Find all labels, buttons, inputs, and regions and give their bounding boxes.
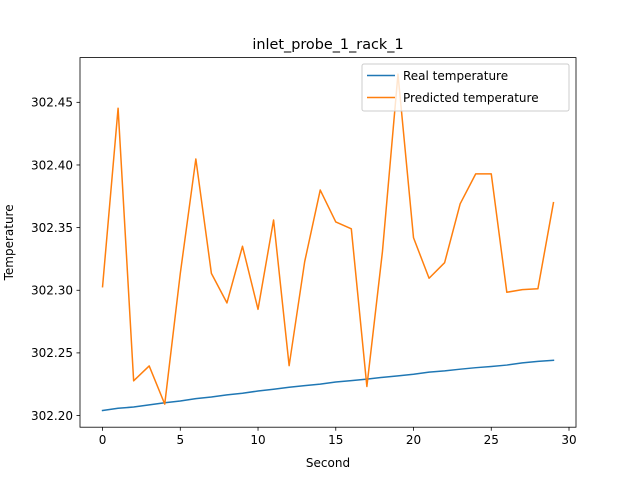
- plot-frame: [80, 57, 576, 428]
- legend-box: [361, 63, 570, 112]
- x-axis-ticks: 0 5 10 15 20 25 30: [99, 427, 577, 447]
- x-axis-label: Second: [306, 456, 350, 470]
- legend: Real temperature Predicted temperature: [361, 63, 570, 112]
- x-tick-label: 30: [561, 433, 576, 447]
- chart-title: inlet_probe_1_rack_1: [252, 37, 403, 53]
- y-tick-label: 302.25: [31, 346, 73, 360]
- x-tick-label: 10: [250, 433, 265, 447]
- x-tick-label: 20: [406, 433, 421, 447]
- x-tick-label: 5: [176, 433, 184, 447]
- y-axis-ticks: 302.20 302.25 302.30 302.35 302.40 302.45: [31, 96, 80, 423]
- y-tick-label: 302.20: [31, 409, 73, 423]
- x-tick-label: 25: [484, 433, 499, 447]
- y-tick-label: 302.45: [31, 96, 73, 110]
- series-layer: [101, 73, 555, 412]
- x-tick-label: 0: [99, 433, 107, 447]
- y-axis-label: Temperature: [2, 204, 16, 281]
- series-line-predicted: [101, 73, 555, 405]
- series-line-real: [101, 359, 555, 412]
- y-tick-label: 302.40: [31, 158, 73, 172]
- y-tick-label: 302.30: [31, 284, 73, 298]
- y-tick-label: 302.35: [31, 221, 73, 235]
- legend-label-predicted: Predicted temperature: [403, 91, 539, 105]
- plot-border: [79, 57, 577, 428]
- legend-label-real: Real temperature: [403, 69, 508, 83]
- x-tick-label: 15: [328, 433, 343, 447]
